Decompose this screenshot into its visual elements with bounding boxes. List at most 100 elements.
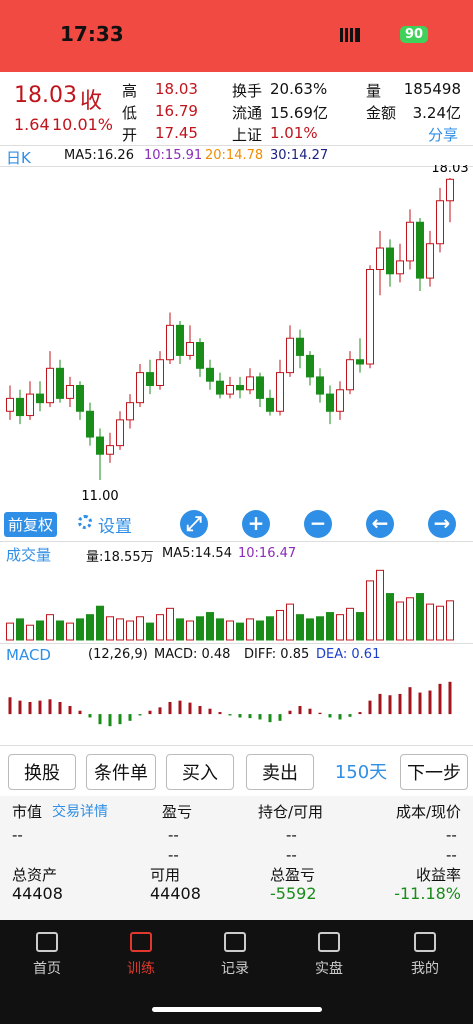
volume-bar (256, 620, 264, 641)
tab[interactable]: 首页 (33, 961, 61, 977)
volume-bar (116, 618, 124, 641)
macd-bar (18, 700, 22, 715)
candle-body (206, 367, 214, 382)
share[interactable]: 分享 (428, 126, 459, 144)
macd-bar (438, 683, 442, 715)
volume-bar (216, 618, 224, 641)
macd-bar (278, 714, 282, 721)
tab-icon (318, 932, 340, 952)
tab[interactable]: 实盘 (315, 961, 343, 977)
volume-bar (66, 622, 74, 641)
volume-bar (386, 593, 394, 641)
field-label: 高 (122, 82, 138, 100)
macd-bar (298, 706, 302, 715)
candle-body (406, 221, 414, 262)
candle-body (326, 393, 334, 412)
candle-body (366, 269, 374, 365)
zoom-btn[interactable]: ⤢ (180, 510, 208, 538)
candle-body (106, 445, 114, 455)
volume-title[interactable]: 成交量 (6, 546, 52, 564)
action-btn[interactable]: 换股 (8, 754, 76, 790)
kline-chart: 18.03 11.00 (6, 165, 469, 504)
field-value: 1.01% (270, 124, 318, 142)
tab[interactable]: 记录 (221, 961, 249, 977)
field-value: 185498 (403, 80, 461, 98)
macd-bar (128, 714, 132, 721)
macd-bar (108, 714, 112, 727)
adjust[interactable]: 前复权 (4, 512, 58, 537)
macd-bar (0, 643, 473, 644)
volume-bar (146, 622, 154, 641)
macd-bar (358, 712, 362, 715)
action-btn[interactable]: 卖出 (246, 754, 314, 790)
account-header: 持仓/可用 (258, 803, 324, 821)
period[interactable]: 日K (6, 149, 31, 167)
field-label: 上证 (232, 126, 263, 144)
tab-icon (224, 932, 246, 952)
candle-body (316, 376, 324, 395)
tab[interactable]: 我的 (411, 961, 439, 977)
macd-bar (228, 714, 232, 716)
macd-bar (88, 714, 92, 718)
candle-body (146, 372, 154, 386)
candle-body (6, 397, 14, 412)
candle-body (226, 384, 234, 395)
total-value: 44408 (150, 884, 201, 903)
candle-body (56, 367, 64, 399)
candle-body (286, 337, 294, 374)
action-btn[interactable]: 下一步 (400, 754, 468, 790)
volume-bar (136, 616, 144, 641)
macd-bar (158, 707, 162, 715)
volume-bar (126, 620, 134, 641)
left-btn[interactable]: ← (366, 510, 394, 538)
account-cell: -- (446, 846, 457, 864)
volume-bar (326, 612, 334, 641)
macd-bar (218, 712, 222, 715)
price-unit: 收 (80, 89, 103, 114)
candle-body (416, 221, 424, 279)
volume-bar (46, 614, 54, 641)
volume-bar (226, 620, 234, 641)
plus-btn[interactable]: + (242, 510, 270, 538)
divider (0, 745, 473, 746)
time: 17:33 (60, 22, 124, 46)
candle-body (446, 178, 454, 202)
right-btn[interactable]: → (428, 510, 456, 538)
status-bar (0, 0, 473, 72)
total-value: 44408 (12, 884, 63, 903)
volume-bar (86, 614, 94, 641)
macd-bar (48, 699, 52, 715)
settings[interactable]: 设置 (98, 517, 132, 537)
total-value: -5592 (270, 884, 317, 903)
macd-bar (38, 700, 42, 715)
candle-body (376, 247, 384, 271)
candle-body (256, 376, 264, 399)
volume-bar (316, 616, 324, 641)
macd-title[interactable]: MACD (6, 646, 51, 664)
account-header: 盈亏 (162, 803, 193, 821)
minus-btn[interactable]: − (304, 510, 332, 538)
account-header[interactable]: 交易详情 (52, 804, 108, 820)
macd-bar (168, 701, 172, 715)
volume-bar (16, 618, 24, 641)
battery: 90 (400, 26, 429, 43)
tab-icon (36, 932, 58, 952)
action-btn[interactable]: 买入 (166, 754, 234, 790)
candle-body (296, 337, 304, 356)
volume-bar (276, 609, 284, 641)
signal-icon (340, 28, 360, 42)
action-btn[interactable]: 150天 (334, 762, 388, 783)
macd-bar (78, 710, 82, 715)
macd-bar (398, 693, 402, 715)
total-label: 收益率 (415, 866, 461, 884)
candle-body (266, 397, 274, 412)
macd-bar (118, 714, 122, 725)
tab[interactable]: 训练 (127, 961, 155, 977)
field-value: 18.03 (155, 80, 198, 98)
action-btn[interactable]: 条件单 (86, 754, 156, 790)
vol-bar (0, 541, 473, 542)
field-label: 换手 (232, 82, 263, 100)
candle-body (156, 359, 164, 386)
price: 18.03 (14, 83, 77, 108)
